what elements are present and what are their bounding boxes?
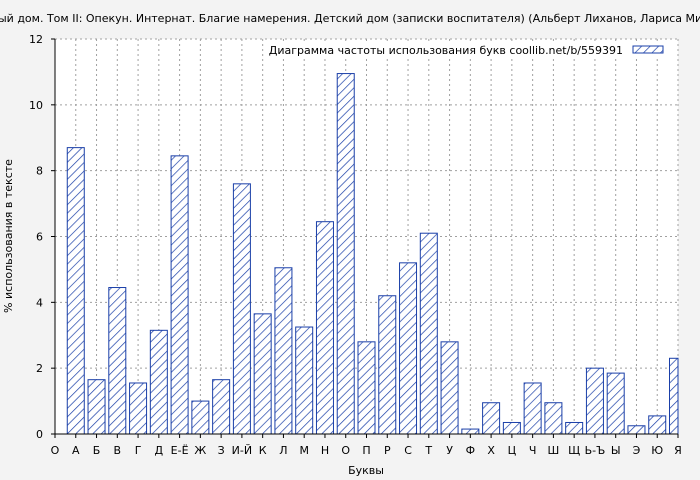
x-tick-label: Ц: [508, 444, 517, 457]
x-tick-label: Т: [424, 444, 432, 457]
legend: Диаграмма частоты использования букв coo…: [269, 42, 675, 58]
legend-swatch: [632, 45, 664, 54]
x-tick-label: М: [299, 444, 309, 457]
bar-27: [606, 372, 625, 435]
bar-11: [274, 267, 293, 435]
bar-28: [627, 425, 646, 435]
x-tick-label: Ь-Ъ: [585, 444, 606, 457]
x-tick-label: У: [446, 444, 453, 457]
bar-2: [87, 379, 106, 435]
x-ticks: О А Б В Г Д Е-Ё Ж З И-Й К Л М Н О П Р С Т У Ф Х Ц Ч Ш Щ Ь-Ъ Ы Э Ю Я: [51, 434, 682, 457]
x-tick-label: Э: [633, 444, 641, 457]
x-tick-label: Р: [384, 444, 391, 457]
bar-1: [66, 147, 85, 435]
y-axis-title: % использования в тексте: [2, 159, 15, 313]
x-tick-label: О: [341, 444, 350, 457]
x-tick-label: Я: [674, 444, 682, 457]
bar-5: [149, 329, 168, 435]
x-axis-title: Буквы: [348, 464, 384, 477]
x-tick-label: В: [114, 444, 122, 457]
bar-25: [565, 421, 584, 435]
bar-14: [336, 73, 355, 435]
x-tick-label: П: [362, 444, 370, 457]
y-ticks: 0 2 4 6 8 10 12: [29, 33, 55, 441]
bar-6: [170, 155, 189, 435]
x-tick-label: Ч: [529, 444, 537, 457]
x-tick-label: Х: [487, 444, 495, 457]
bar-15: [357, 341, 376, 435]
bar-29: [648, 415, 667, 435]
x-tick-label: Н: [321, 444, 329, 457]
y-tick-label: 12: [29, 33, 43, 46]
bar-12: [295, 326, 314, 435]
bar-24: [544, 402, 563, 435]
x-tick-label: А: [72, 444, 80, 457]
bar-21: [482, 402, 501, 435]
x-tick-label: Ы: [611, 444, 621, 457]
bar-4: [129, 382, 148, 435]
bar-17: [399, 262, 418, 435]
bar-20: [461, 428, 480, 435]
x-tick-label: Ю: [651, 444, 663, 457]
bar-9: [232, 183, 251, 435]
bar-16: [378, 295, 397, 435]
x-tick-label: Ш: [548, 444, 560, 457]
x-tick-label: Щ: [568, 444, 580, 457]
x-tick-label: Л: [279, 444, 287, 457]
bar-3: [108, 287, 127, 435]
legend-box: [275, 42, 675, 58]
y-tick-label: 4: [36, 296, 43, 309]
x-tick-label: И-Й: [232, 444, 252, 457]
chart-title: ый дом. Том II: Опекун. Интернат. Благие…: [0, 12, 700, 25]
y-tick-label: 0: [36, 428, 43, 441]
x-tick-label: З: [218, 444, 225, 457]
y-tick-label: 2: [36, 362, 43, 375]
x-tick-label: С: [404, 444, 412, 457]
x-tick-label: Д: [155, 444, 164, 457]
bar-26: [585, 367, 604, 435]
bars: [66, 73, 679, 435]
x-tick-label: О: [51, 444, 60, 457]
bar-19: [440, 341, 459, 435]
legend-label: Диаграмма частоты использования букв coo…: [269, 44, 623, 57]
x-tick-label: Ж: [194, 444, 206, 457]
bar-10: [253, 313, 272, 435]
y-tick-label: 10: [29, 99, 43, 112]
x-tick-label: Г: [135, 444, 142, 457]
x-tick-label: Е-Ё: [171, 444, 189, 457]
bar-30: [669, 357, 679, 435]
bar-23: [523, 382, 542, 435]
bar-8: [212, 379, 231, 435]
bar-7: [191, 400, 210, 435]
bar-22: [502, 421, 521, 435]
y-tick-label: 6: [36, 231, 43, 244]
y-tick-label: 8: [36, 165, 43, 178]
x-tick-label: К: [259, 444, 267, 457]
x-tick-label: Б: [93, 444, 101, 457]
bar-13: [315, 221, 334, 435]
bar-18: [419, 232, 438, 435]
x-tick-label: Ф: [466, 444, 475, 457]
